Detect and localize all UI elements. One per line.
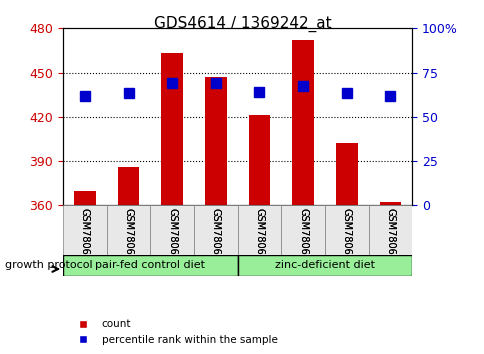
- Bar: [204, 77, 226, 205]
- FancyBboxPatch shape: [368, 205, 411, 255]
- Text: GSM780656: GSM780656: [80, 208, 90, 267]
- Text: GSM780659: GSM780659: [211, 208, 220, 267]
- Text: GSM780661: GSM780661: [298, 208, 307, 267]
- FancyBboxPatch shape: [281, 205, 324, 255]
- Bar: [335, 143, 357, 205]
- FancyBboxPatch shape: [194, 205, 237, 255]
- FancyBboxPatch shape: [106, 205, 150, 255]
- Text: GSM780660: GSM780660: [254, 208, 264, 267]
- Text: GSM780658: GSM780658: [167, 208, 177, 267]
- FancyBboxPatch shape: [150, 205, 194, 255]
- Text: growth protocol: growth protocol: [5, 261, 92, 270]
- Text: GSM780662: GSM780662: [341, 208, 351, 267]
- Bar: [378, 202, 400, 205]
- Text: GSM780659: GSM780659: [211, 208, 220, 267]
- Text: GSM780663: GSM780663: [385, 208, 394, 267]
- Text: GSM780663: GSM780663: [385, 208, 394, 267]
- Text: GDS4614 / 1369242_at: GDS4614 / 1369242_at: [153, 16, 331, 32]
- Bar: [248, 115, 270, 205]
- FancyBboxPatch shape: [63, 255, 237, 276]
- FancyBboxPatch shape: [237, 255, 411, 276]
- Bar: [74, 190, 95, 205]
- Text: GSM780658: GSM780658: [167, 208, 177, 267]
- Legend: count, percentile rank within the sample: count, percentile rank within the sample: [68, 315, 281, 349]
- Text: GSM780657: GSM780657: [123, 208, 133, 267]
- Bar: [161, 53, 182, 205]
- FancyBboxPatch shape: [63, 205, 106, 255]
- Bar: [117, 167, 139, 205]
- FancyBboxPatch shape: [237, 205, 281, 255]
- Text: pair-fed control diet: pair-fed control diet: [95, 261, 205, 270]
- Text: GSM780661: GSM780661: [298, 208, 307, 267]
- Text: zinc-deficient diet: zinc-deficient diet: [274, 261, 374, 270]
- FancyBboxPatch shape: [324, 205, 368, 255]
- Bar: [291, 40, 313, 205]
- Text: GSM780656: GSM780656: [80, 208, 90, 267]
- Text: GSM780660: GSM780660: [254, 208, 264, 267]
- Text: GSM780662: GSM780662: [341, 208, 351, 267]
- Text: GSM780657: GSM780657: [123, 208, 133, 267]
